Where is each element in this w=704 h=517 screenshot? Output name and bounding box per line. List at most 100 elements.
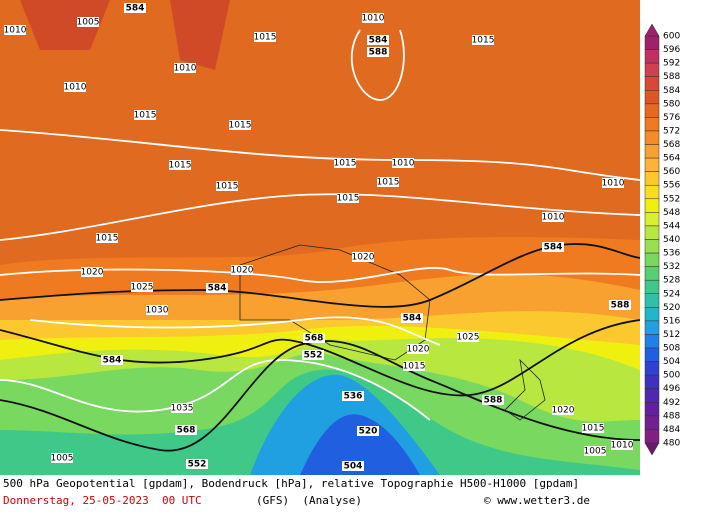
contour-label-box <box>77 17 99 27</box>
contour-label: 1010 <box>392 159 415 169</box>
contour-label-box <box>401 313 423 323</box>
contour-label: 1010 <box>602 179 625 189</box>
colorbar-label: 600 <box>663 32 680 42</box>
colorbar-label: 492 <box>663 398 680 408</box>
colorbar-label: 536 <box>663 249 680 259</box>
contour-label: 1015 <box>377 178 400 188</box>
contour-label: 1020 <box>81 268 104 278</box>
colorbar-label: 520 <box>663 303 680 313</box>
contour-label-box <box>377 177 399 187</box>
contour-label-box <box>229 120 251 130</box>
colorbar-band <box>644 361 660 376</box>
contour-label: 1015 <box>134 111 157 121</box>
contour-label-box <box>552 405 574 415</box>
colorbar-band <box>644 279 660 295</box>
contour-label-box <box>81 267 103 277</box>
contour-label-box <box>403 361 425 371</box>
contour-label-box <box>611 440 633 450</box>
contour-label-box <box>342 391 364 401</box>
contour-label-box <box>303 333 325 343</box>
colorbar-label: 540 <box>663 235 680 245</box>
colorbar-band <box>644 388 660 403</box>
contour-label-box <box>407 344 429 354</box>
contour-label-box <box>352 252 374 262</box>
contour-label: 1015 <box>582 424 605 434</box>
colorbar-label: 528 <box>663 276 680 286</box>
colorbar-band <box>644 62 660 77</box>
contour-label: 1005 <box>584 447 607 457</box>
colorbar-band <box>644 307 660 322</box>
colorbar-band <box>644 429 660 444</box>
contour-label: 584 <box>544 243 563 253</box>
contour-label: 1010 <box>64 83 87 93</box>
contour-label-box <box>582 423 604 433</box>
contour-label: 1015 <box>96 234 119 244</box>
contour-label: 504 <box>344 462 363 472</box>
contour-label-box <box>171 403 193 413</box>
contour-label: 1015 <box>334 159 357 169</box>
isobars <box>0 29 641 421</box>
colorbar-band <box>644 402 660 417</box>
contour-label-box <box>357 426 379 436</box>
colorbar-band <box>644 212 660 227</box>
colorbar-band <box>644 144 660 159</box>
colorbar-label: 532 <box>663 262 680 272</box>
colorbar-band <box>644 293 660 308</box>
contour-label: 584 <box>208 284 227 294</box>
colorbar-label: 496 <box>663 384 680 394</box>
contour-label-box <box>342 461 364 471</box>
contour-label-box <box>231 265 253 275</box>
contour-label-box <box>457 332 479 342</box>
contour-label: 1025 <box>457 333 480 343</box>
contour-label: 1015 <box>169 161 192 171</box>
contour-label: 568 <box>305 334 324 344</box>
contour-label-box <box>362 13 384 23</box>
colorbar-band <box>644 49 660 64</box>
colorbar-label: 576 <box>663 113 680 123</box>
contour-label-box <box>302 350 324 360</box>
colorbar-label: 564 <box>663 154 680 164</box>
colorbar-band <box>644 103 660 118</box>
colorbar-label: 588 <box>663 72 680 82</box>
contour-label-box <box>206 283 228 293</box>
colorbar-label: 596 <box>663 45 680 55</box>
contour-label: 584 <box>126 4 145 14</box>
contour-label-box <box>169 160 191 170</box>
contour-label: 1010 <box>542 213 565 223</box>
colorbar-band <box>644 415 660 430</box>
colorbar-band <box>644 239 660 254</box>
contour-label-box <box>174 63 196 73</box>
contour-label: 1030 <box>146 306 169 316</box>
colorbar-band <box>644 252 660 267</box>
contour-label: 1015 <box>337 194 360 204</box>
footer-copyright: © www.wetter3.de <box>484 494 590 507</box>
footer-model: (GFS) (Analyse) <box>256 494 362 507</box>
colorbar-label: 500 <box>663 371 680 381</box>
contour-label: 568 <box>177 426 196 436</box>
colorbar-label: 548 <box>663 208 680 218</box>
contour-label: 1020 <box>231 266 254 276</box>
contour-label-box <box>146 305 168 315</box>
contour-label: 1015 <box>254 33 277 43</box>
contour-label: 588 <box>484 396 503 406</box>
geopotential-contours <box>0 243 641 452</box>
contour-label-box <box>64 82 86 92</box>
colorbar-label: 508 <box>663 344 680 354</box>
contour-label-box <box>96 233 118 243</box>
colorbar-label: 488 <box>663 411 680 421</box>
contour-label: 1015 <box>216 182 239 192</box>
contour-label-box <box>134 110 156 120</box>
colorbar-band <box>644 171 660 186</box>
colorbar-band <box>644 374 660 389</box>
colorbar-label: 552 <box>663 194 680 204</box>
coastline <box>239 244 431 361</box>
contour-label: 584 <box>369 36 388 46</box>
colorbar-arrow <box>644 442 660 456</box>
colorbar-band <box>644 225 660 240</box>
colorbar-band <box>644 90 660 105</box>
colorbar-band <box>644 117 660 132</box>
footer-date: Donnerstag, 25-05-2023 00 UTC <box>3 494 202 507</box>
contour-label-box <box>392 158 414 168</box>
contour-label-box <box>101 355 123 365</box>
contour-label-box <box>175 425 197 435</box>
